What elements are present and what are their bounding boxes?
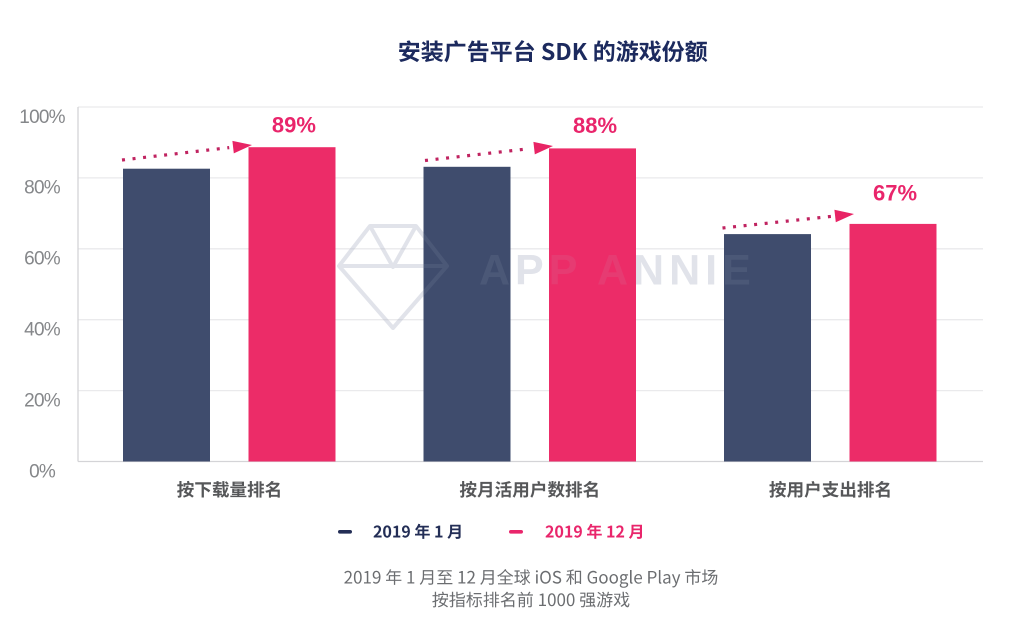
svg-text:100%: 100% [19,107,65,128]
svg-text:APP ANNIE: APP ANNIE [479,247,756,295]
svg-text:20%: 20% [24,390,61,411]
svg-text:89%: 89% [272,112,316,137]
svg-text:0%: 0% [29,461,56,482]
svg-text:80%: 80% [24,178,61,199]
svg-text:88%: 88% [573,113,617,138]
svg-text:67%: 67% [873,180,917,205]
svg-text:40%: 40% [24,320,61,341]
svg-text:60%: 60% [24,249,61,270]
